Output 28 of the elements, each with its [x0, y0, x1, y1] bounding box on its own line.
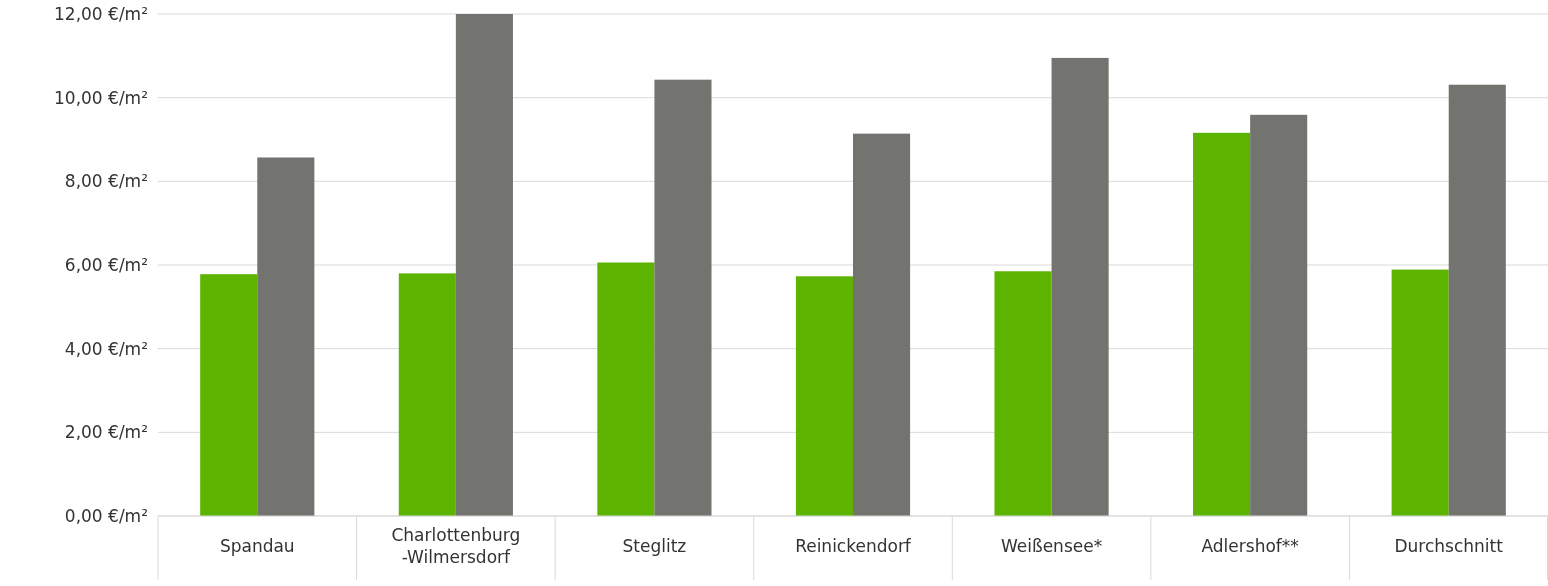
- bar: [1448, 84, 1506, 516]
- bar: [398, 273, 456, 516]
- bar: [257, 157, 315, 516]
- y-tick-label: 10,00 €/m²: [54, 87, 148, 108]
- bar: [455, 14, 513, 516]
- bar: [1250, 114, 1308, 516]
- x-tick-label: Adlershof**: [1201, 536, 1299, 556]
- y-tick-label: 6,00 €/m²: [64, 254, 148, 275]
- bar: [853, 133, 911, 516]
- bar: [1391, 269, 1449, 516]
- x-tick-label: Durchschnitt: [1394, 536, 1504, 556]
- x-tick-label: Charlottenburg-Wilmersdorf: [391, 525, 521, 567]
- bar: [1193, 132, 1251, 516]
- x-tick-label: Reinickendorf: [795, 536, 912, 556]
- y-tick-label: 0,00 €/m²: [64, 505, 148, 526]
- y-tick-label: 12,00 €/m²: [54, 3, 148, 24]
- bar: [597, 262, 655, 516]
- x-tick-label: Steglitz: [622, 536, 687, 556]
- x-tick-label: Spandau: [219, 536, 295, 556]
- x-tick-label: Weißensee*: [1000, 536, 1103, 556]
- bar: [795, 276, 853, 516]
- y-tick-label: 4,00 €/m²: [64, 338, 148, 359]
- bar: [654, 79, 712, 516]
- y-tick-label: 2,00 €/m²: [64, 422, 148, 443]
- bar: [1051, 57, 1109, 516]
- bar: [200, 274, 258, 516]
- y-tick-label: 8,00 €/m²: [64, 171, 148, 192]
- bar: [994, 271, 1052, 516]
